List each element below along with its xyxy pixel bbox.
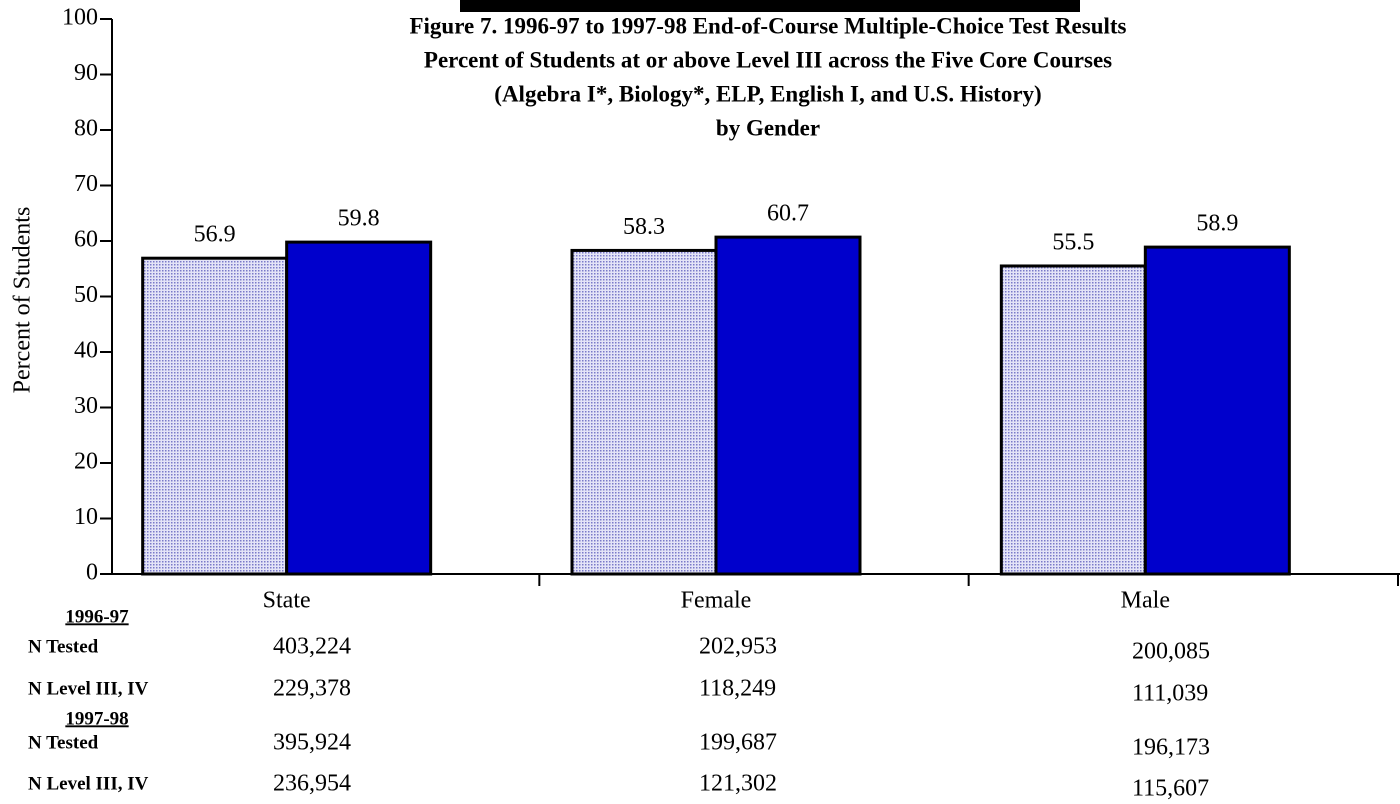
y-tick-label: 0 xyxy=(86,560,98,586)
chart-title: Figure 7. 1996-97 to 1997-98 End-of-Cour… xyxy=(409,13,1126,38)
y-tick-label: 40 xyxy=(74,338,98,364)
table-cell: 196,173 xyxy=(1132,735,1210,761)
y-tick-label: 90 xyxy=(74,60,98,86)
table-cell: 115,607 xyxy=(1132,776,1209,802)
bar xyxy=(1143,245,1291,576)
value-label: 58.9 xyxy=(1196,211,1238,237)
table-cell: 202,953 xyxy=(699,634,777,660)
y-tick-label: 30 xyxy=(74,393,98,419)
table-row-label: N Tested xyxy=(28,636,99,657)
value-label: 56.9 xyxy=(194,222,236,248)
table-cell: 199,687 xyxy=(699,730,777,756)
table-cell: 200,085 xyxy=(1132,639,1210,665)
y-tick-label: 70 xyxy=(74,171,98,197)
chart-title: (Algebra I*, Biology*, ELP, English I, a… xyxy=(494,81,1041,106)
value-label: 58.3 xyxy=(623,214,665,240)
bar xyxy=(714,235,862,576)
y-tick-label: 50 xyxy=(74,282,98,308)
table-cell: 121,302 xyxy=(699,771,777,797)
bar xyxy=(141,256,289,576)
table-cell: 403,224 xyxy=(273,634,351,660)
value-label: 60.7 xyxy=(767,201,809,227)
table-cell: 236,954 xyxy=(273,771,351,797)
y-tick-label: 10 xyxy=(74,504,98,530)
table-row-label: N Tested xyxy=(28,732,99,753)
x-tick-label: Male xyxy=(1121,588,1170,614)
y-tick-label: 60 xyxy=(74,227,98,253)
x-tick-label: Female xyxy=(681,588,752,614)
table-row-label: N Level III, IV xyxy=(28,773,149,794)
table-cell: 111,039 xyxy=(1132,681,1208,707)
table-year-header: 1997-98 xyxy=(65,708,128,729)
x-tick-label: State xyxy=(263,588,311,614)
y-tick-label: 80 xyxy=(74,116,98,142)
table-year-header: 1996-97 xyxy=(65,606,129,627)
table-cell: 118,249 xyxy=(699,676,776,702)
bar xyxy=(285,240,433,576)
bar xyxy=(999,264,1147,576)
bar xyxy=(570,248,718,576)
table-cell: 229,378 xyxy=(273,676,351,702)
y-tick-label: 20 xyxy=(74,449,98,475)
chart-title: by Gender xyxy=(716,115,820,140)
chart-title: Percent of Students at or above Level II… xyxy=(424,47,1112,72)
value-label: 59.8 xyxy=(338,206,380,232)
table-row-label: N Level III, IV xyxy=(28,678,149,699)
title-bar xyxy=(460,0,1080,12)
y-tick-label: 100 xyxy=(62,5,98,31)
value-label: 55.5 xyxy=(1052,229,1094,255)
y-axis-label: Percent of Students xyxy=(10,207,36,394)
table-cell: 395,924 xyxy=(273,730,351,756)
